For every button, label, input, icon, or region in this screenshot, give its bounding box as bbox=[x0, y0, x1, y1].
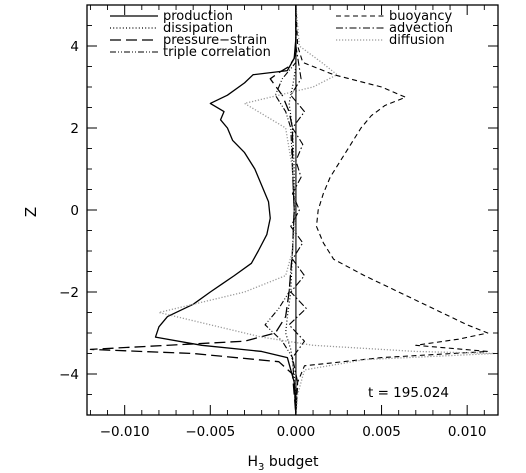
x-axis-label-main: H bbox=[248, 454, 259, 470]
ticks-layer: −0.010 −0.005 0.000 0.005 0.010 −4 −2 0 2 4 bbox=[59, 4, 498, 440]
series-line-buoyancy bbox=[295, 5, 489, 415]
y-tick-label: 4 bbox=[70, 39, 79, 55]
series-line-advection bbox=[288, 5, 307, 415]
y-tick-label: 0 bbox=[70, 203, 79, 219]
y-axis-label: Z bbox=[22, 207, 40, 217]
legend-label-diffusion: diffusion bbox=[389, 33, 445, 48]
x-tick-label: 0.000 bbox=[277, 424, 316, 440]
series-line-triple-correlation bbox=[264, 5, 297, 415]
y-tick-label: −4 bbox=[59, 367, 79, 383]
legend-label-pressure-strain: pressure−strain bbox=[163, 33, 267, 48]
y-tick-label: −2 bbox=[59, 285, 79, 301]
x-tick-label: 0.010 bbox=[448, 424, 487, 440]
legend-label-buoyancy: buoyancy bbox=[389, 9, 452, 24]
x-axis-label: H3 budget bbox=[248, 454, 320, 473]
plot-frame bbox=[86, 4, 499, 416]
legend-label-triple-correlation: triple correlation bbox=[163, 45, 271, 60]
x-axis-label-suffix: budget bbox=[264, 454, 319, 470]
legend: productiondissipationpressure−straintrip… bbox=[110, 9, 453, 60]
series-line-diffusion bbox=[158, 5, 496, 415]
series-line-pressure-strain bbox=[89, 5, 297, 415]
legend-label-production: production bbox=[163, 9, 233, 24]
x-tick-label: −0.010 bbox=[100, 424, 150, 440]
x-tick-label: 0.005 bbox=[362, 424, 401, 440]
x-tick-label: −0.005 bbox=[185, 424, 235, 440]
time-annotation: t = 195.024 bbox=[368, 385, 449, 401]
x-axis-label-subscript: 3 bbox=[258, 462, 264, 473]
legend-label-advection: advection bbox=[389, 21, 453, 36]
series-layer bbox=[89, 5, 496, 415]
y-tick-label: 2 bbox=[70, 121, 79, 137]
series-line-production bbox=[154, 5, 297, 415]
legend-label-dissipation: dissipation bbox=[163, 21, 233, 36]
